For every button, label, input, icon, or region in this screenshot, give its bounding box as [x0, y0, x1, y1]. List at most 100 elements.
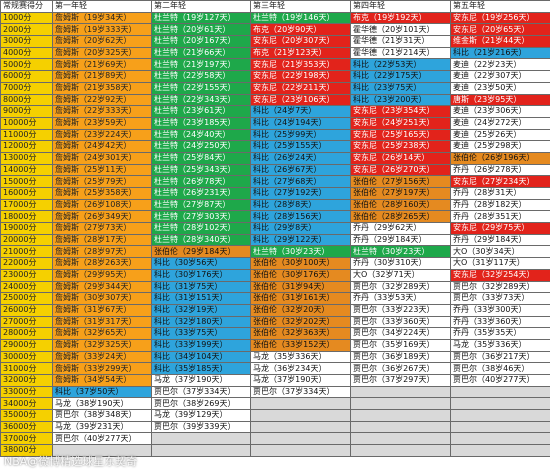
player-cell: [450, 444, 550, 457]
player-cell: 詹姆斯（33岁299天）: [52, 362, 152, 375]
table-row: 15000分 詹姆斯（25岁79天） 杜兰特（26岁78天） 科比（27岁68天） 张伯…: [0, 175, 550, 188]
table-row: 14000分 詹姆斯（25岁11天） 杜兰特（25岁343天） 科比（26岁67天）安…: [0, 163, 550, 177]
player-cell: 马龙（37岁190天）: [151, 374, 251, 387]
player-cell: 安东尼（23岁354天）: [350, 105, 451, 118]
player-cell: 贾巴尔（40岁277天）: [52, 432, 152, 446]
score-cell: 1000分: [0, 11, 53, 25]
player-cell: 詹姆斯（28岁17天）: [52, 233, 152, 247]
player-cell: 科比（34岁104天）: [151, 350, 251, 364]
score-cell: 9000分: [0, 105, 53, 118]
player-cell: 麦迪（23岁306天）: [450, 105, 550, 118]
player-cell: 霍华德（21岁214天）: [350, 46, 451, 60]
table-row: 13000分 詹姆斯（24岁301天） 杜兰特（25岁84天） 科比（26岁24天）安…: [0, 151, 550, 165]
player-cell: [450, 409, 550, 422]
player-cell: 马龙（39岁129天）: [151, 409, 251, 422]
player-cell: 科比（28岁156天）: [250, 210, 351, 224]
player-cell: 科比（22岁175天）: [350, 70, 451, 83]
player-cell: 科比（23岁200天）: [350, 93, 451, 107]
table-row: 34000分 马龙（38岁190天） 贾巴尔（38岁269天）: [0, 397, 550, 411]
player-cell: 詹姆斯（26岁108天）: [52, 198, 152, 212]
score-cell: 20000分: [0, 233, 53, 247]
player-cell: 贾巴尔（39岁339天）: [151, 420, 251, 434]
player-cell: [350, 397, 451, 411]
player-cell: 布克（19岁192天）: [350, 11, 451, 25]
score-cell: 18000分: [0, 210, 53, 224]
table-row: 25000分 詹姆斯（30岁307天） 科比（31岁151天） 张伯伦（31岁161天…: [0, 292, 550, 305]
player-cell: 张伯伦（29岁184天）: [151, 245, 251, 259]
player-cell: 乔丹（33岁300天）: [450, 303, 550, 317]
player-cell: 霍华德（20岁101天）: [350, 23, 451, 37]
table-row: 5000分 詹姆斯（21岁69天） 杜兰特（21岁197天） 安东尼（21岁353天）…: [0, 58, 550, 72]
player-cell: 安东尼（19岁256天）: [450, 11, 550, 25]
player-cell: 杜兰特（22岁343天）: [151, 93, 251, 107]
player-cell: [151, 432, 251, 446]
score-cell: 24000分: [0, 280, 53, 294]
player-cell: 科比（30岁56天）: [151, 257, 251, 270]
player-cell: 詹姆斯（21岁69天）: [52, 58, 152, 72]
player-cell: [151, 444, 251, 457]
player-cell: 贾巴尔（36岁189天）: [350, 350, 451, 364]
player-cell: 杜兰特（19岁146天）: [250, 11, 351, 25]
player-cell: 贾巴尔（33岁73天）: [450, 292, 550, 305]
player-cell: [450, 385, 550, 399]
player-cell: 贾巴尔（35岁169天）: [350, 338, 451, 352]
player-cell: 杜兰特（21岁66天）: [151, 46, 251, 60]
player-cell: 詹姆斯（30岁307天）: [52, 292, 152, 305]
player-cell: 杜兰特（25岁343天）: [151, 163, 251, 177]
player-cell: 科比（33岁75天）: [151, 327, 251, 340]
player-cell: 乔丹（29岁184天）: [350, 233, 451, 247]
score-cell: 32000分: [0, 374, 53, 387]
player-cell: 麦迪（22岁23天）: [450, 58, 550, 72]
player-cell: 张伯伦（31岁161天）: [250, 292, 351, 305]
player-cell: 杜兰特（20岁167天）: [151, 35, 251, 48]
player-cell: 科比（27岁192天）: [250, 187, 351, 200]
player-cell: 詹姆斯（19岁34天）: [52, 11, 152, 25]
score-cell: 34000分: [0, 397, 53, 411]
score-cell: 37000分: [0, 432, 53, 446]
table-row: 20000分 詹姆斯（28岁17天） 杜兰特（28岁340天） 科比（29岁122天）…: [0, 233, 550, 247]
table-row: 27000分 詹姆斯（31岁317天） 科比（32岁180天） 张伯伦（32岁202天…: [0, 315, 550, 329]
player-cell: 布克（20岁90天）: [250, 23, 351, 37]
player-cell: [350, 432, 451, 446]
player-cell: 马龙（38岁190天）: [52, 397, 152, 411]
score-cell: 13000分: [0, 151, 53, 165]
player-cell: 张伯伦（32岁202天）: [250, 315, 351, 329]
player-cell: 杜兰特（27岁87天）: [151, 198, 251, 212]
table-row: 19000分 詹姆斯（27岁73天） 杜兰特（28岁102天） 科比（29岁8天） 乔丹…: [0, 222, 550, 235]
records-table: 常规赛得分 第一年轻 第二年轻 第三年轻 第四年轻 第五年轻 1000分 詹姆斯（…: [0, 0, 550, 457]
table-row: 6000分 詹姆斯（21岁89天） 杜兰特（22岁58天） 安东尼（22岁198天）科…: [0, 70, 550, 83]
player-cell: 科比（24岁7天）: [250, 105, 351, 118]
player-cell: 安东尼（26岁14天）: [350, 151, 451, 165]
player-cell: 杜兰特（24岁250天）: [151, 140, 251, 153]
player-cell: 乔丹（29岁184天）: [450, 233, 550, 247]
table-row: 23000分 詹姆斯（29岁95天） 科比（30岁176天） 张伯伦（30岁176天）…: [0, 268, 550, 282]
player-cell: [250, 432, 351, 446]
player-cell: 安东尼（22岁211天）: [250, 81, 351, 95]
player-cell: 科比（31岁151天）: [151, 292, 251, 305]
header-row: 常规赛得分 第一年轻 第二年轻 第三年轻 第四年轻 第五年轻: [0, 0, 550, 13]
score-cell: 10000分: [0, 116, 53, 130]
player-cell: [250, 397, 351, 411]
player-cell: [350, 420, 451, 434]
player-cell: 詹姆斯（32岁325天）: [52, 338, 152, 352]
player-cell: 马龙（35岁336天）: [250, 350, 351, 364]
player-cell: 麦迪（22岁307天）: [450, 70, 550, 83]
score-cell: 33000分: [0, 385, 53, 399]
player-cell: [450, 397, 550, 411]
player-cell: 乔丹（33岁360天）: [450, 315, 550, 329]
table-row: 11000分 詹姆斯（23岁224天） 杜兰特（24岁40天） 科比（25岁99天）安…: [0, 128, 550, 142]
player-cell: 张伯伦（27岁197天）: [350, 187, 451, 200]
player-cell: 杜兰特（28岁102天）: [151, 222, 251, 235]
player-cell: 贾巴尔（32岁289天）: [350, 280, 451, 294]
player-cell: 詹姆斯（25岁358天）: [52, 187, 152, 200]
player-cell: 霍华德（21岁31天）: [350, 35, 451, 48]
player-cell: 安东尼（27岁234天）: [450, 175, 550, 188]
header-fourth-youngest: 第四年轻: [350, 0, 451, 13]
table-row: 22000分 詹姆斯（28岁263天） 科比（30岁56天） 张伯伦（30岁100天）…: [0, 257, 550, 270]
player-cell: 麦迪（25岁26天）: [450, 128, 550, 142]
player-cell: [350, 409, 451, 422]
player-cell: 科比（35岁185天）: [151, 362, 251, 375]
player-cell: 乔丹（33岁53天）: [350, 292, 451, 305]
table-row: 2000分 詹姆斯（19岁333天） 杜兰特（20岁61天） 布克（20岁90天） 霍华…: [0, 23, 550, 37]
